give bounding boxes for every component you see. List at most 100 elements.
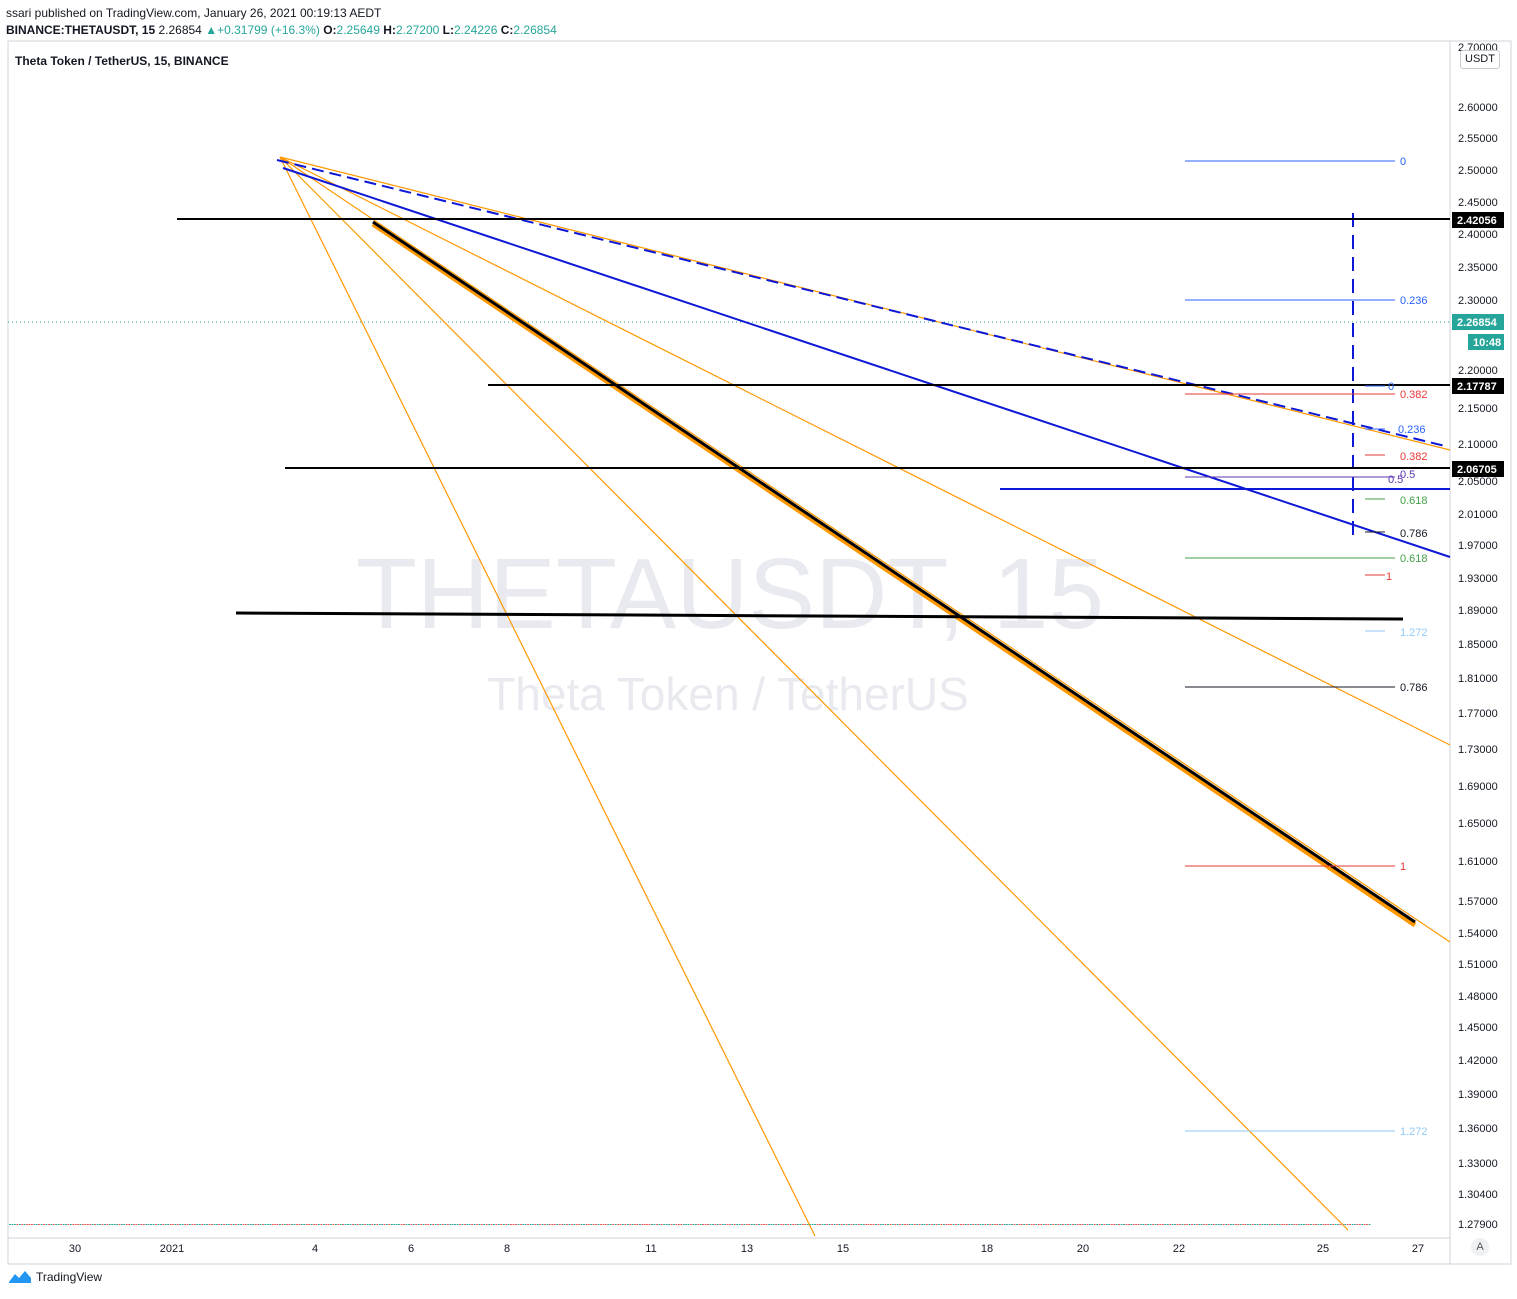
candle-body — [1086, 1224, 1089, 1225]
candle-body — [1144, 1224, 1147, 1225]
candle-body — [595, 1224, 598, 1225]
candle-body — [767, 1224, 770, 1225]
candle-body — [279, 1224, 281, 1225]
candle-body — [787, 1224, 790, 1225]
candle-body — [471, 1224, 474, 1225]
candle-body — [210, 1224, 213, 1225]
time-tick-label: 6 — [408, 1243, 414, 1255]
candle-body — [145, 1224, 148, 1225]
candle-body — [1020, 1224, 1023, 1225]
candle-body — [522, 1224, 525, 1225]
candle-body — [1125, 1224, 1128, 1225]
time-tick-label: 2021 — [160, 1243, 184, 1255]
auto-scale-button[interactable]: A — [1471, 1238, 1489, 1256]
fib-label: 1 — [1386, 571, 1392, 583]
candle-body — [704, 1224, 707, 1225]
candle-body — [794, 1224, 797, 1225]
currency-button[interactable]: USDT — [1460, 50, 1500, 69]
candle-body — [935, 1224, 938, 1225]
candle-body — [60, 1224, 62, 1225]
candle-body — [806, 1224, 809, 1225]
price-tick-label: 2.55000 — [1458, 133, 1498, 145]
candle-body — [407, 1224, 410, 1225]
candle-body — [840, 1224, 843, 1225]
candle-body — [901, 1224, 904, 1225]
candle-body — [254, 1224, 257, 1225]
candle-body — [444, 1224, 447, 1225]
candle-body — [281, 1224, 284, 1225]
candle-body — [532, 1224, 534, 1225]
price-tick-label: 1.97000 — [1458, 540, 1498, 552]
chart-title: Theta Token / TetherUS, 15, BINANCE — [15, 54, 229, 68]
candle-body — [181, 1224, 184, 1225]
candle-body — [1346, 1224, 1349, 1225]
candle-body — [789, 1224, 792, 1225]
candle-body — [583, 1224, 585, 1225]
candle-body — [974, 1224, 977, 1225]
candle-body — [437, 1224, 439, 1225]
candle-body — [478, 1224, 481, 1225]
candle-body — [403, 1224, 405, 1225]
candle-body — [979, 1224, 982, 1225]
candle-body — [497, 1224, 500, 1225]
watermark-symbol: THETAUSDT, 15 — [356, 538, 1104, 650]
fan-line-5 — [279, 156, 816, 1237]
candle-body — [1118, 1224, 1120, 1225]
candle-body — [84, 1224, 87, 1225]
candle-body — [943, 1224, 945, 1225]
candle-body — [862, 1224, 865, 1225]
price-tick-label: 1.61000 — [1458, 856, 1498, 868]
candle-body — [1247, 1224, 1249, 1225]
candle-body — [738, 1224, 741, 1225]
symbol-ohlc-line: BINANCE:THETAUSDT, 15 2.26854 ▲+0.31799 … — [6, 23, 557, 37]
candle-body — [1159, 1224, 1162, 1225]
candle-body — [235, 1224, 238, 1225]
candle-body — [908, 1224, 911, 1225]
candle-body — [770, 1224, 773, 1225]
candle-body — [1232, 1224, 1235, 1225]
candle-body — [641, 1224, 644, 1225]
candle-body — [563, 1224, 566, 1225]
candle-body — [1251, 1224, 1254, 1225]
candle-body — [636, 1224, 639, 1225]
candle-body — [1249, 1224, 1252, 1225]
price-tag: 2.42056 — [1457, 215, 1497, 227]
candle-body — [1059, 1224, 1062, 1225]
fan-line-2 — [279, 156, 1451, 746]
candle-body — [716, 1224, 719, 1225]
price-tick-label: 1.54000 — [1458, 928, 1498, 940]
candle-body — [719, 1224, 722, 1225]
candle-body — [1315, 1224, 1317, 1225]
candle-body — [960, 1224, 962, 1225]
candle-body — [853, 1224, 855, 1225]
candle-body — [1081, 1224, 1084, 1225]
candle-body — [354, 1224, 357, 1225]
candle-body — [904, 1224, 906, 1225]
candle-body — [257, 1224, 259, 1225]
candle-body — [558, 1224, 561, 1225]
candle-body — [622, 1224, 624, 1225]
candle-body — [1047, 1224, 1050, 1225]
candle-body — [1113, 1224, 1116, 1225]
price-tick-label: 2.50000 — [1458, 165, 1498, 177]
candle-body — [1220, 1224, 1223, 1225]
candle-body — [288, 1224, 291, 1225]
candle-body — [325, 1224, 328, 1225]
price-tick-label: 1.42000 — [1458, 1055, 1498, 1067]
price-tick-label: 2.05000 — [1458, 476, 1498, 488]
candle-body — [1324, 1224, 1327, 1225]
time-tick-label: 22 — [1173, 1243, 1185, 1255]
high-label: H: — [383, 23, 396, 37]
candle-body — [1152, 1224, 1155, 1225]
candle-body — [293, 1224, 296, 1225]
candle-body — [833, 1224, 836, 1225]
candle-body — [809, 1224, 812, 1225]
black-trendline — [372, 220, 1416, 924]
fib-label: 0.382 — [1400, 451, 1428, 463]
candle-body — [373, 1224, 376, 1225]
candle-body — [923, 1224, 926, 1225]
candle-body — [230, 1224, 233, 1225]
candle-body — [646, 1224, 649, 1225]
price-tick-label: 1.45000 — [1458, 1022, 1498, 1034]
